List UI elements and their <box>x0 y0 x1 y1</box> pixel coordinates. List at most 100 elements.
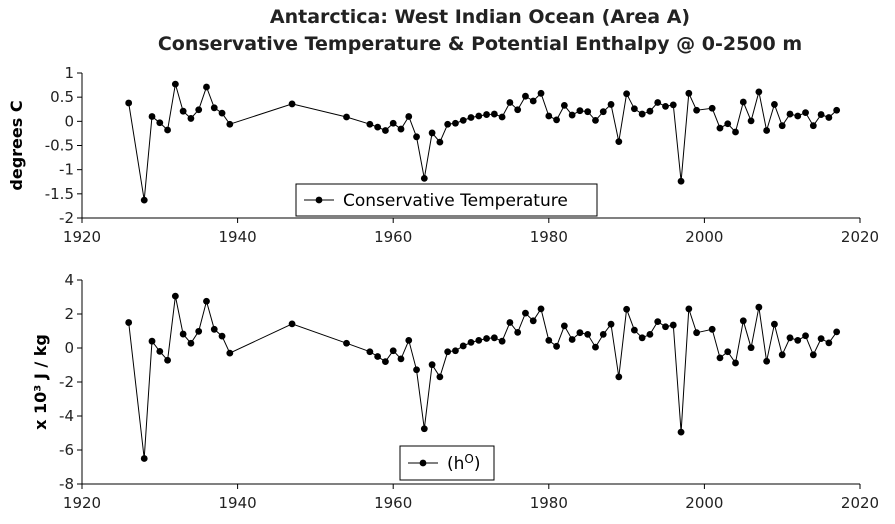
data-point <box>483 111 490 118</box>
y-tick-label: -1 <box>59 161 74 179</box>
data-point <box>747 344 755 352</box>
data-point <box>343 113 350 121</box>
data-point <box>584 108 592 116</box>
data-point <box>428 129 436 137</box>
data-point <box>786 110 794 118</box>
data-point <box>576 329 584 337</box>
data-point <box>397 125 405 133</box>
data-point <box>529 317 537 325</box>
x-tick-label: 1960 <box>374 228 412 246</box>
data-point <box>171 80 179 88</box>
data-point <box>467 114 475 121</box>
data-point <box>623 90 630 98</box>
data-point <box>560 322 568 330</box>
data-point <box>638 334 646 342</box>
y-tick-label: 0 <box>64 339 74 357</box>
data-point <box>140 455 148 462</box>
data-point <box>685 89 693 97</box>
data-point <box>171 292 179 300</box>
x-tick-label: 1940 <box>219 228 257 246</box>
data-point <box>560 101 568 109</box>
data-point <box>592 343 599 351</box>
data-point <box>195 106 203 114</box>
legend-marker <box>419 459 427 467</box>
data-point <box>374 353 382 360</box>
data-point <box>210 325 218 333</box>
data-point <box>553 116 560 124</box>
data-point <box>413 133 420 141</box>
data-point <box>374 123 382 131</box>
data-point <box>693 106 701 114</box>
legend: Conservative Temperature <box>295 183 598 217</box>
data-point <box>630 326 638 334</box>
series-line <box>128 83 838 201</box>
data-point <box>459 342 467 350</box>
data-point <box>545 336 553 344</box>
data-point <box>716 354 724 362</box>
data-point <box>677 177 685 185</box>
data-point <box>716 124 724 132</box>
data-point <box>148 337 156 345</box>
data-point <box>413 366 420 374</box>
data-point <box>568 111 576 119</box>
x-tick-label: 1940 <box>219 494 257 512</box>
y-tick-label: -6 <box>59 441 74 459</box>
data-point <box>203 297 210 305</box>
data-point <box>654 318 662 326</box>
data-point <box>156 348 164 355</box>
legend-marker <box>315 196 323 204</box>
y-tick-label: 1 <box>64 64 74 82</box>
data-point <box>444 120 452 128</box>
data-point <box>483 335 490 342</box>
data-point <box>506 319 514 326</box>
data-point <box>654 99 662 106</box>
data-point <box>436 373 444 381</box>
data-point <box>397 355 405 363</box>
data-point <box>179 107 187 115</box>
y-tick-label: -1.5 <box>45 185 74 203</box>
data-point <box>825 339 833 347</box>
x-tick-label: 1920 <box>63 494 101 512</box>
data-point <box>669 101 677 109</box>
data-point <box>490 110 498 118</box>
data-point <box>553 342 560 350</box>
data-point <box>763 357 771 365</box>
data-point <box>389 119 397 127</box>
data-point <box>693 329 701 337</box>
data-point <box>164 356 171 364</box>
data-point <box>646 331 654 338</box>
data-point <box>366 348 374 356</box>
data-point <box>382 127 389 134</box>
legend-label: Conservative Temperature <box>343 191 568 211</box>
data-point <box>809 351 817 359</box>
data-point <box>817 335 825 343</box>
data-point <box>623 305 630 313</box>
y-tick-label: -2 <box>59 373 74 391</box>
data-point <box>662 102 669 110</box>
x-tick-label: 1920 <box>63 228 101 246</box>
data-point <box>833 328 841 336</box>
data-point <box>646 107 654 115</box>
data-point <box>685 305 693 313</box>
legend-label: (hO) <box>447 452 481 474</box>
x-tick-label: 2000 <box>685 494 723 512</box>
data-point <box>195 327 203 335</box>
data-point <box>732 128 739 136</box>
y-tick-label: 0 <box>64 112 74 130</box>
data-point <box>452 347 459 355</box>
data-point <box>763 127 771 134</box>
data-point <box>164 126 171 134</box>
data-point <box>140 196 148 204</box>
data-point <box>529 97 537 105</box>
data-point <box>576 107 584 115</box>
data-point <box>420 425 428 433</box>
data-point <box>677 428 685 436</box>
data-point <box>187 115 195 122</box>
x-tick-label: 2020 <box>841 494 879 512</box>
x-tick-label: 1980 <box>530 494 568 512</box>
x-tick-label: 2020 <box>841 228 879 246</box>
data-point <box>607 320 615 328</box>
data-point <box>537 89 545 97</box>
